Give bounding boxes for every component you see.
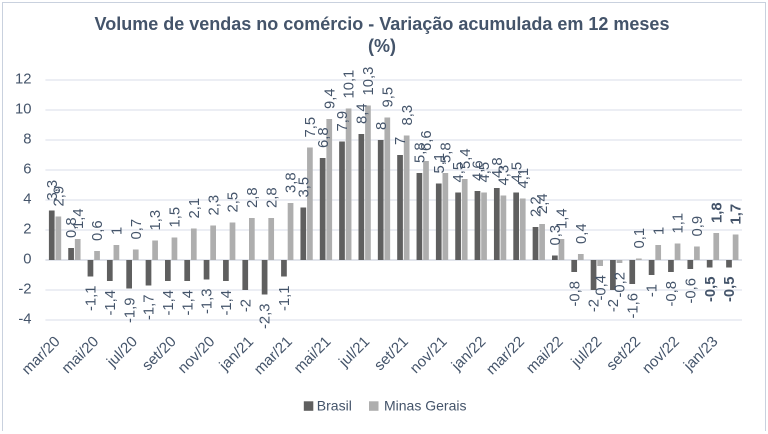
svg-text:8,4: 8,4: [354, 103, 370, 124]
svg-text:1,8: 1,8: [709, 202, 725, 223]
svg-text:-0,8: -0,8: [664, 281, 680, 307]
svg-text:8,3: 8,3: [400, 105, 416, 126]
svg-text:-2: -2: [587, 299, 603, 312]
svg-text:-2,3: -2,3: [258, 304, 274, 330]
svg-text:-1,1: -1,1: [84, 286, 100, 312]
svg-text:-4: -4: [18, 311, 31, 327]
svg-text:3,5: 3,5: [296, 177, 312, 198]
svg-text:7: 7: [393, 137, 409, 145]
svg-text:-1,4: -1,4: [161, 290, 177, 316]
svg-text:-1,7: -1,7: [142, 295, 158, 321]
svg-text:2,2: 2,2: [529, 196, 545, 217]
svg-text:-1,6: -1,6: [625, 293, 641, 319]
svg-text:0,7: 0,7: [129, 219, 145, 240]
svg-text:-1,3: -1,3: [200, 289, 216, 315]
svg-text:4,5: 4,5: [477, 162, 493, 183]
svg-text:0,4: 0,4: [574, 223, 590, 244]
svg-text:4,8: 4,8: [490, 157, 506, 178]
svg-text:-0,6: -0,6: [683, 278, 699, 304]
svg-text:0: 0: [23, 251, 31, 267]
svg-text:6,8: 6,8: [316, 127, 332, 148]
svg-text:-1,4: -1,4: [103, 290, 119, 316]
svg-text:-0,8: -0,8: [567, 281, 583, 307]
svg-text:4,5: 4,5: [451, 162, 467, 183]
svg-text:7,9: 7,9: [335, 111, 351, 132]
svg-text:4,5: 4,5: [509, 162, 525, 183]
svg-text:-0,5: -0,5: [722, 277, 738, 303]
svg-text:8: 8: [23, 131, 31, 147]
svg-text:-1,9: -1,9: [122, 298, 138, 324]
svg-text:9,4: 9,4: [322, 88, 338, 109]
svg-text:3,3: 3,3: [45, 180, 61, 201]
svg-text:1,5: 1,5: [168, 207, 184, 228]
svg-text:1: 1: [110, 227, 126, 235]
svg-text:4,1: 4,1: [516, 168, 532, 189]
svg-text:1,1: 1,1: [671, 213, 687, 234]
svg-text:5,8: 5,8: [438, 142, 454, 163]
svg-text:8: 8: [374, 122, 390, 130]
svg-text:-1,4: -1,4: [180, 290, 196, 316]
svg-text:0,6: 0,6: [90, 220, 106, 241]
svg-text:12: 12: [15, 71, 31, 87]
svg-text:5,1: 5,1: [432, 153, 448, 174]
svg-text:2,1: 2,1: [187, 198, 203, 219]
svg-text:2: 2: [23, 221, 31, 237]
svg-text:2,3: 2,3: [206, 195, 222, 216]
svg-text:-1,4: -1,4: [219, 290, 235, 316]
svg-text:5,4: 5,4: [458, 148, 474, 169]
svg-text:-2: -2: [238, 299, 254, 312]
svg-text:-0,2: -0,2: [613, 272, 629, 298]
svg-text:10,1: 10,1: [342, 70, 358, 99]
svg-text:-1: -1: [645, 284, 661, 297]
svg-text:10,3: 10,3: [361, 67, 377, 96]
svg-text:-0,4: -0,4: [593, 275, 609, 301]
svg-text:Brasil: Brasil: [317, 398, 352, 414]
svg-text:2,9: 2,9: [51, 186, 67, 207]
svg-text:0,1: 0,1: [632, 228, 648, 249]
svg-text:4: 4: [23, 191, 31, 207]
svg-text:-0,5: -0,5: [703, 277, 719, 303]
svg-text:2,8: 2,8: [245, 187, 261, 208]
svg-text:1,4: 1,4: [71, 208, 87, 229]
svg-text:2,8: 2,8: [264, 187, 280, 208]
svg-text:6,6: 6,6: [419, 130, 435, 151]
svg-text:6: 6: [23, 161, 31, 177]
svg-text:1,3: 1,3: [148, 210, 164, 231]
svg-text:-1,1: -1,1: [277, 286, 293, 312]
svg-text:0,8: 0,8: [64, 217, 80, 238]
svg-text:10: 10: [15, 101, 31, 117]
svg-text:Minas Gerais: Minas Gerais: [384, 398, 466, 414]
svg-text:-2: -2: [606, 299, 622, 312]
svg-text:9,5: 9,5: [380, 87, 396, 108]
svg-text:2,5: 2,5: [226, 192, 242, 213]
svg-text:(%): (%): [368, 36, 396, 56]
svg-text:2,4: 2,4: [535, 193, 551, 214]
svg-text:4,6: 4,6: [471, 160, 487, 181]
svg-text:7,5: 7,5: [303, 117, 319, 138]
svg-text:4,3: 4,3: [497, 165, 513, 186]
svg-text:0,9: 0,9: [690, 216, 706, 237]
svg-text:5,8: 5,8: [413, 142, 429, 163]
svg-text:1,7: 1,7: [729, 204, 745, 225]
svg-text:3,8: 3,8: [284, 172, 300, 193]
svg-text:1: 1: [651, 227, 667, 235]
svg-text:1,4: 1,4: [555, 208, 571, 229]
svg-text:Volume de vendas no comércio -: Volume de vendas no comércio - Variação …: [95, 14, 670, 34]
svg-text:-2: -2: [18, 281, 31, 297]
svg-text:0,3: 0,3: [548, 225, 564, 246]
